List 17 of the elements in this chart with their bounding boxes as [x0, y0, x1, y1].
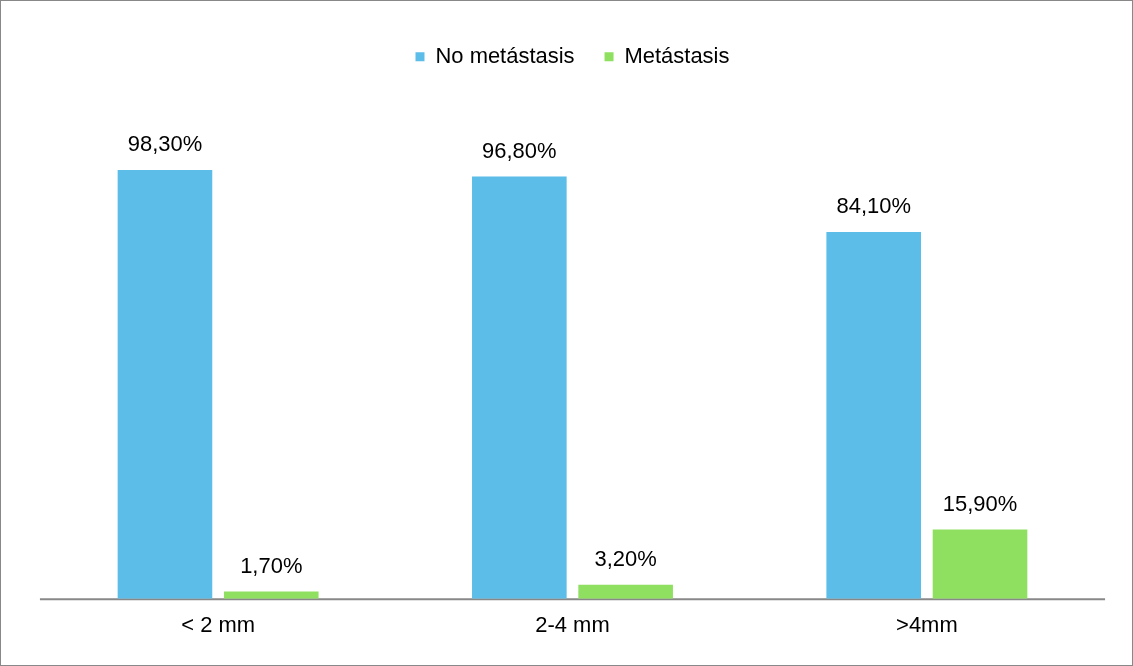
data-label: 1,70%: [240, 552, 303, 578]
legend-label: No metástasis: [435, 42, 575, 68]
legend-label: Metástasis: [624, 42, 730, 68]
bar: [117, 169, 213, 599]
x-tick-label: < 2 mm: [181, 611, 256, 637]
data-label: 3,20%: [594, 545, 657, 571]
data-label: 96,80%: [482, 137, 557, 163]
bar: [932, 529, 1028, 599]
bar: [472, 176, 567, 599]
x-tick-label: >4mm: [896, 611, 958, 637]
x-tick-label: 2-4 mm: [535, 611, 610, 637]
data-label: 84,10%: [836, 193, 911, 218]
data-label: 15,90%: [942, 490, 1018, 516]
bar: [826, 231, 922, 599]
data-label: 98,30%: [127, 131, 203, 157]
bar: [578, 584, 673, 599]
bar: [223, 591, 319, 599]
